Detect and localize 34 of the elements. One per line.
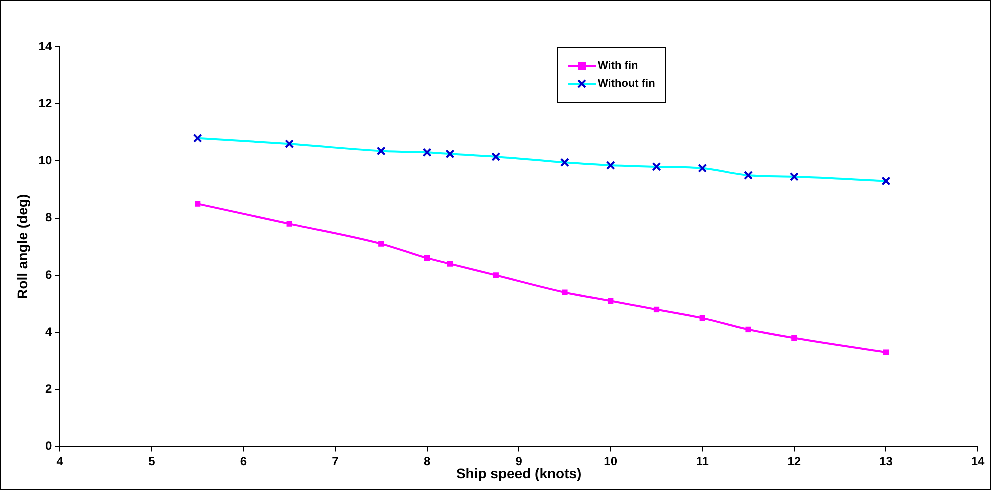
x-tick-label: 6 [240,454,248,468]
point [700,315,706,322]
y-tick-label: 2 [45,382,52,396]
y-tick-label: 14 [38,39,52,54]
x-tick-label: 14 [971,454,985,468]
point [286,221,292,227]
y-tick-label: 12 [38,96,52,110]
point [883,350,890,356]
x-tick-label: 13 [880,454,894,468]
x-tick-label: 8 [424,454,431,468]
point [654,306,660,313]
y-axis-title: Roll angle (deg) [14,194,30,300]
legend-label: With fin [598,60,638,72]
x-tick-label: 7 [332,454,340,468]
y-tick-label: 6 [45,268,52,282]
point [447,261,454,267]
point [608,298,614,304]
x-tick-label: 5 [148,454,156,468]
y-tick-label: 4 [45,324,52,339]
point [792,335,798,342]
legend-label: Without fin [598,78,656,90]
x-tick-label: 4 [56,454,64,468]
point [424,255,430,262]
y-tick-label: 8 [45,210,52,225]
point [378,241,384,247]
point [746,326,752,333]
x-tick-label: 11 [696,454,710,468]
point [194,201,201,207]
y-tick-label: 10 [38,154,52,168]
point [493,272,499,278]
x-tick-label: 12 [788,454,802,468]
y-tick-label: 0 [45,439,52,454]
x-tick-label: 10 [604,454,618,468]
point [562,290,568,296]
